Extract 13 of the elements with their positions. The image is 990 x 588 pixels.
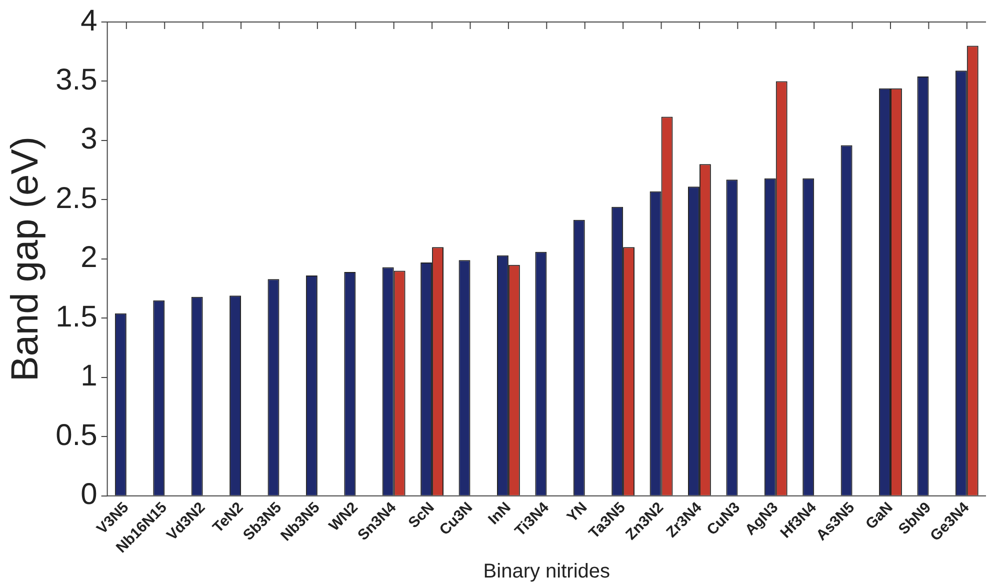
y-tick-label: 1 [80,360,98,393]
y-tick-label: 0.5 [56,418,98,452]
y-tick-label: 1.5 [56,300,98,334]
y-tick-label: 4 [80,4,98,38]
x-tick-label: YN [564,498,591,526]
y-tick-label: 2 [80,241,98,274]
y-axis-title: Band gap (eV) [4,136,46,382]
x-axis-title: Binary nitrides [483,560,610,583]
x-tick-label: InN [485,498,514,528]
y-tick-label: 3.5 [56,64,98,96]
y-tick-label: 3 [80,122,98,156]
y-tick-label: 2.5 [56,182,98,215]
y-tick-label: 0 [80,478,98,512]
